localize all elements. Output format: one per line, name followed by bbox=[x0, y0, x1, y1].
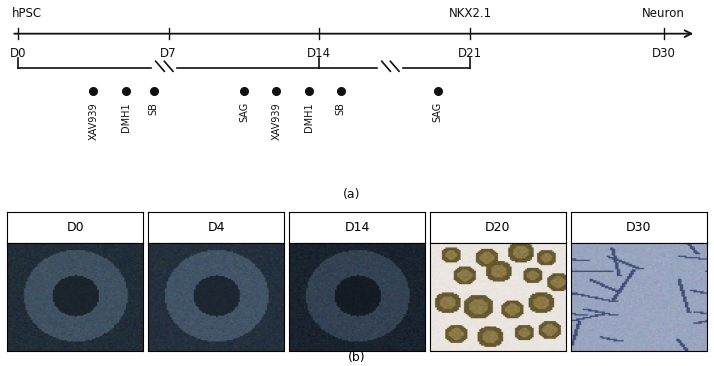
Text: DMH1: DMH1 bbox=[121, 102, 131, 132]
Text: NKX2.1: NKX2.1 bbox=[448, 7, 492, 20]
Text: SAG: SAG bbox=[239, 102, 249, 123]
Text: D14: D14 bbox=[307, 47, 331, 60]
Text: D14: D14 bbox=[344, 221, 370, 234]
Text: D0: D0 bbox=[10, 47, 26, 60]
Text: D21: D21 bbox=[458, 47, 482, 60]
Text: XAV939: XAV939 bbox=[89, 102, 99, 140]
Text: D4: D4 bbox=[207, 221, 225, 234]
Text: (b): (b) bbox=[348, 351, 366, 364]
Text: hPSC: hPSC bbox=[11, 7, 41, 20]
Text: D20: D20 bbox=[486, 221, 511, 234]
Text: Neuron: Neuron bbox=[643, 7, 685, 20]
Text: (a): (a) bbox=[343, 188, 361, 201]
Text: SB: SB bbox=[149, 102, 159, 115]
Text: D0: D0 bbox=[66, 221, 84, 234]
Text: D30: D30 bbox=[652, 47, 675, 60]
Text: DMH1: DMH1 bbox=[303, 102, 313, 132]
Text: D7: D7 bbox=[161, 47, 177, 60]
Text: SAG: SAG bbox=[433, 102, 443, 123]
Text: SB: SB bbox=[336, 102, 346, 115]
Text: D30: D30 bbox=[626, 221, 652, 234]
Text: XAV939: XAV939 bbox=[271, 102, 281, 140]
